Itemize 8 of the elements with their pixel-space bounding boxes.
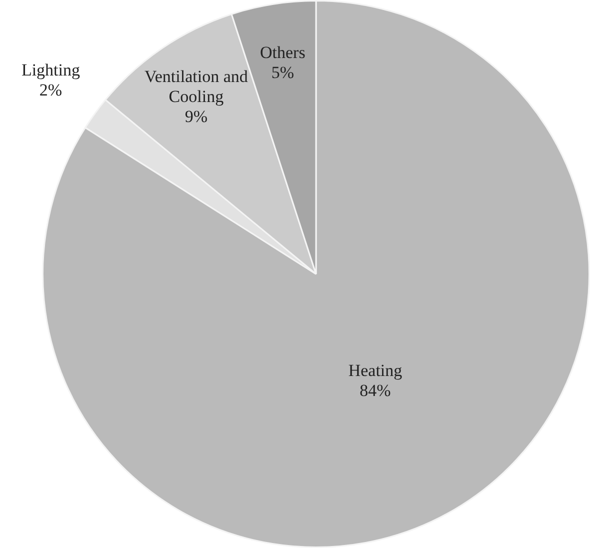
slice-label: Lighting: [21, 60, 80, 80]
data-label: 5%: [271, 62, 294, 82]
data-label: 2%: [39, 80, 62, 100]
data-label: 9%: [184, 107, 208, 126]
data-label: 84%: [360, 381, 391, 400]
slice-label: Others: [260, 42, 306, 62]
slice-label: Ventilation and Cooling: [144, 67, 248, 106]
slice-label: Heating: [348, 361, 403, 380]
